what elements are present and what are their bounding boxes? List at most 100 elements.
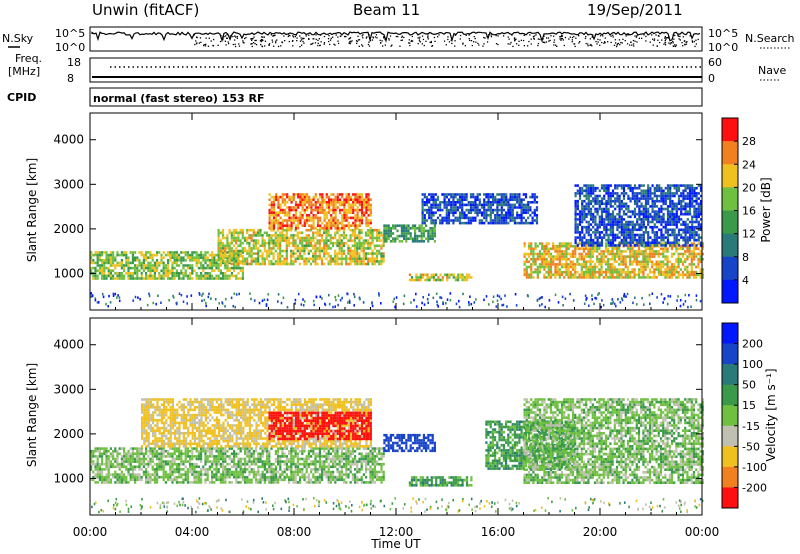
nsky-label: N.Sky <box>2 32 34 45</box>
echo-region <box>408 476 473 487</box>
colorbar-tick-label: -50 <box>742 440 760 453</box>
x-tick-label: 12:00 <box>379 525 414 539</box>
nsearch-label: N.Search <box>745 32 795 45</box>
colorbar-tick-label: -15 <box>742 420 760 433</box>
y-tick-label: 4000 <box>53 338 84 352</box>
cpid-strip-frame <box>89 87 703 107</box>
colorbar-tick-label: 28 <box>742 135 756 148</box>
power-echoes <box>90 184 704 309</box>
colorbar-segment <box>722 233 738 258</box>
power-yticks: 1000 2000 3000 4000 <box>53 133 702 280</box>
cpid-text: normal (fast stereo) 153 RF <box>93 92 265 105</box>
colorbar-segment <box>722 384 738 406</box>
colorbar-tick-label: -200 <box>742 481 767 494</box>
colorbar-tick-label: 4 <box>742 274 749 287</box>
velocity-yticks: 1000 2000 3000 4000 <box>53 338 702 485</box>
colorbar-segment <box>722 323 738 345</box>
nsky-line <box>91 31 701 43</box>
nsky-trace <box>91 31 701 48</box>
nsearch-tick-bottom: 10^0 <box>708 41 738 54</box>
y-tick-label: 1000 <box>53 471 84 485</box>
echo-region <box>383 224 436 243</box>
freq-tick-top: 18 <box>67 56 81 69</box>
nsky-panel-frame <box>89 26 703 52</box>
echo-region <box>408 273 473 282</box>
x-axis-label: Time UT <box>370 537 421 551</box>
colorbar-segment <box>722 405 738 427</box>
velocity-colorbar: 200 100 50 15 -15 -50 -100 -200 <box>721 322 767 509</box>
power-colorbar: 28 24 20 16 12 8 4 <box>721 117 756 304</box>
power-colorbar-label: Power [dB] <box>759 177 773 242</box>
echo-region <box>141 398 372 448</box>
colorbar-tick-label: 50 <box>742 379 756 392</box>
velocity-ylabel: Slant Range [km] <box>25 363 39 467</box>
freq-panel-frame <box>89 57 703 83</box>
radar-title: Unwin (fitACF) <box>92 1 199 19</box>
colorbar-tick-label: 100 <box>742 358 763 371</box>
power-ylabel: Slant Range [km] <box>25 158 39 262</box>
colorbar-frame <box>721 322 739 509</box>
nsky-tick-top: 10^5 <box>55 27 85 40</box>
colorbar-segment <box>722 164 738 188</box>
echo-region <box>268 411 372 441</box>
nave-label: Nave <box>758 64 786 77</box>
y-tick-label: 2000 <box>53 222 84 236</box>
x-tick-label: 04:00 <box>175 525 210 539</box>
nsky-tick-bottom: 10^0 <box>55 41 85 54</box>
colorbar-tick-label: 15 <box>742 399 756 412</box>
y-tick-label: 4000 <box>53 133 84 147</box>
colorbar-segment <box>722 256 738 281</box>
power-panel-frame <box>89 112 703 311</box>
echo-region <box>90 447 385 484</box>
y-tick-label: 3000 <box>53 177 84 191</box>
freq-label-line2: [MHz] <box>8 65 40 78</box>
colorbar-segment <box>722 141 738 165</box>
colorbar-tick-label: -100 <box>742 461 767 474</box>
echo-region <box>217 228 385 266</box>
nsearch-tick-top: 10^5 <box>708 27 738 40</box>
colorbar-segment <box>722 364 738 386</box>
nave-tick-top: 60 <box>708 56 722 69</box>
cpid-label: CPID <box>7 91 36 104</box>
echo-region <box>574 184 703 247</box>
colorbar-tick-label: 12 <box>742 228 756 241</box>
near-range-scatter <box>90 292 702 309</box>
near-range-scatter <box>91 497 704 514</box>
colorbar-tick-label: 16 <box>742 205 756 218</box>
colorbar-segment <box>722 210 738 235</box>
colorbar-segment <box>722 343 738 365</box>
echo-region <box>268 193 372 230</box>
colorbar-segment <box>722 487 738 509</box>
colorbar-tick-label: 20 <box>742 181 756 194</box>
x-tick-label: 16:00 <box>481 525 516 539</box>
echo-region <box>523 242 704 279</box>
colorbar-segment <box>722 187 738 211</box>
colorbar-segment <box>722 425 738 447</box>
colorbar-segment <box>722 118 738 142</box>
y-tick-label: 2000 <box>53 427 84 441</box>
freq-tick-bottom: 8 <box>67 72 74 85</box>
date-title: 19/Sep/2011 <box>587 1 683 19</box>
colorbar-segment <box>722 279 738 304</box>
x-tick-label: 08:00 <box>277 525 312 539</box>
x-axis-ticks: 00:00 04:00 08:00 12:00 16:00 20:00 00:00 <box>73 113 720 539</box>
colorbar-tick-label: 200 <box>742 338 763 351</box>
velocity-echoes <box>90 398 704 514</box>
colorbar-segment <box>722 446 738 468</box>
y-tick-label: 1000 <box>53 266 84 280</box>
colorbar-tick-label: 8 <box>742 251 749 264</box>
freq-label-line1: Freq. <box>15 52 42 65</box>
beam-title: Beam 11 <box>353 1 420 19</box>
colorbar-segment <box>722 466 738 488</box>
x-tick-label: 20:00 <box>583 525 618 539</box>
velocity-colorbar-label: Velocity [m s⁻¹] <box>764 368 778 461</box>
y-tick-label: 3000 <box>53 382 84 396</box>
x-tick-label: 00:00 <box>685 525 720 539</box>
echo-region <box>421 193 539 225</box>
colorbar-tick-label: 24 <box>742 158 756 171</box>
echo-region <box>523 398 704 484</box>
echo-region <box>383 433 436 453</box>
nave-tick-bottom: 0 <box>708 72 715 85</box>
x-tick-label: 00:00 <box>73 525 108 539</box>
